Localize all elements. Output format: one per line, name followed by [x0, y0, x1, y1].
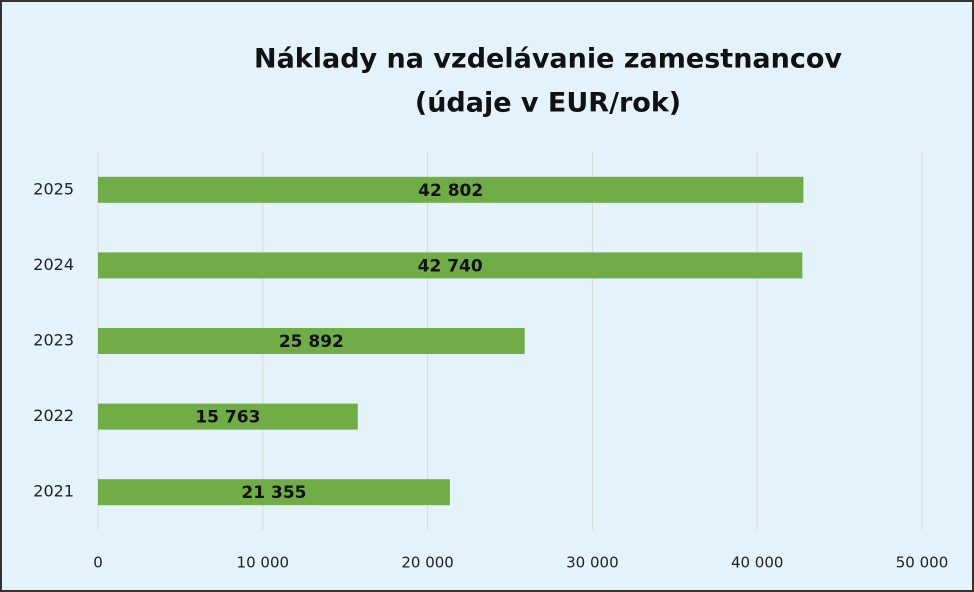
x-tick-label: 20 000 — [401, 554, 454, 572]
bar — [98, 176, 804, 203]
data-label: 42 802 — [418, 181, 483, 201]
y-tick-label: 2022 — [33, 406, 74, 425]
data-label: 21 355 — [241, 483, 306, 503]
x-tick-label: 50 000 — [896, 554, 949, 572]
y-tick-label: 2021 — [33, 482, 74, 501]
data-label: 42 740 — [418, 256, 483, 276]
x-tick-label: 0 — [93, 554, 103, 572]
x-tick-label: 40 000 — [731, 554, 784, 572]
bar — [98, 479, 450, 506]
y-tick-label: 2025 — [33, 179, 74, 198]
data-label: 25 892 — [279, 332, 344, 352]
chart-title: (údaje v EUR/rok) — [415, 88, 681, 119]
chart-title: Náklady na vzdelávanie zamestnancov — [254, 44, 842, 75]
y-tick-label: 2023 — [33, 331, 74, 350]
x-tick-label: 10 000 — [237, 554, 290, 572]
bar — [98, 403, 358, 430]
bar — [98, 252, 803, 279]
y-tick-label: 2024 — [33, 255, 74, 274]
bar — [98, 328, 525, 354]
x-tick-label: 30 000 — [566, 554, 619, 572]
data-label: 15 763 — [195, 408, 260, 428]
